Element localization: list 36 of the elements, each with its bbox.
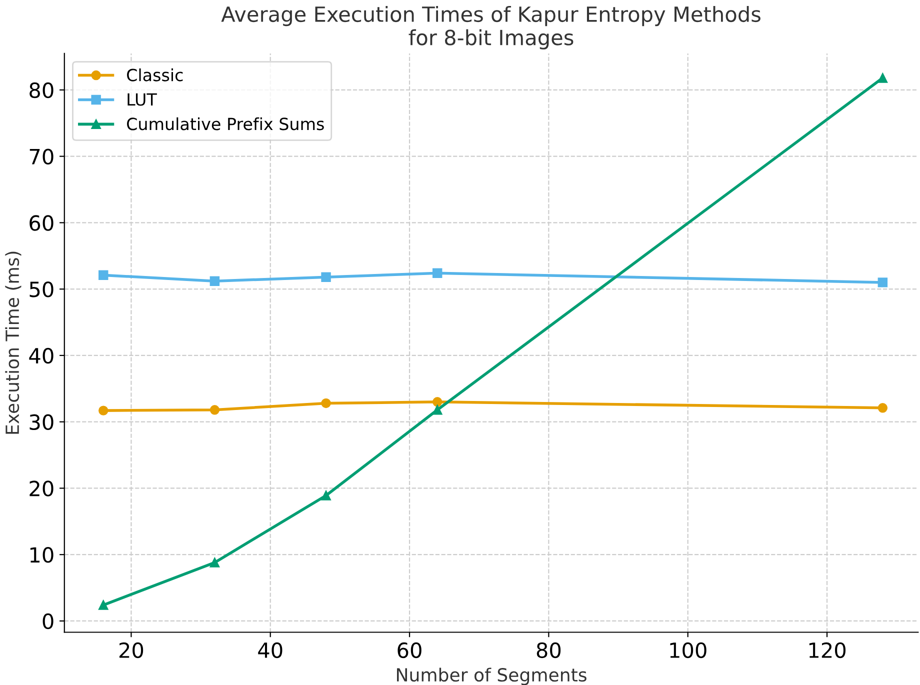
point — [878, 278, 888, 288]
y-tick-label: 50 — [30, 282, 54, 298]
legend-label: Cumulative Prefix Sums — [127, 117, 324, 130]
point — [432, 397, 442, 407]
y-tick-label: 20 — [30, 480, 54, 496]
y-tick-label: 60 — [30, 215, 54, 231]
point — [210, 276, 220, 286]
point — [210, 558, 220, 568]
point — [210, 405, 220, 415]
x-tick-label: 40 — [258, 642, 282, 658]
x-tick-label: 60 — [398, 642, 422, 658]
x-tick-label: 100 — [670, 642, 706, 658]
point — [321, 398, 331, 408]
x-axis-title: Number of Segments — [397, 668, 586, 685]
y-tick-label: 10 — [30, 547, 54, 563]
y-axis-title: Execution Time (ms) — [5, 252, 22, 434]
point — [432, 268, 442, 278]
legend-label: LUT — [128, 93, 157, 106]
y-tick-label: 30 — [30, 414, 54, 430]
legend-label: Classic — [127, 68, 183, 82]
point — [321, 490, 331, 500]
point — [98, 600, 108, 610]
x-tick-label: 80 — [536, 642, 561, 658]
y-tick-label: 40 — [29, 348, 54, 364]
point — [321, 272, 331, 282]
chart-title: Average Execution Times of Kapur Entropy Methods for 8-bit Images — [221, 6, 760, 50]
point — [432, 405, 442, 415]
x-tick-label: 20 — [119, 642, 144, 658]
point — [878, 403, 888, 413]
point — [98, 270, 108, 280]
point — [98, 406, 108, 416]
point — [878, 73, 888, 83]
x-tick-label: 120 — [809, 642, 846, 658]
y-tick-label: 80 — [30, 82, 54, 98]
y-tick-label: 0 — [42, 613, 54, 630]
y-tick-label: 70 — [30, 148, 54, 165]
